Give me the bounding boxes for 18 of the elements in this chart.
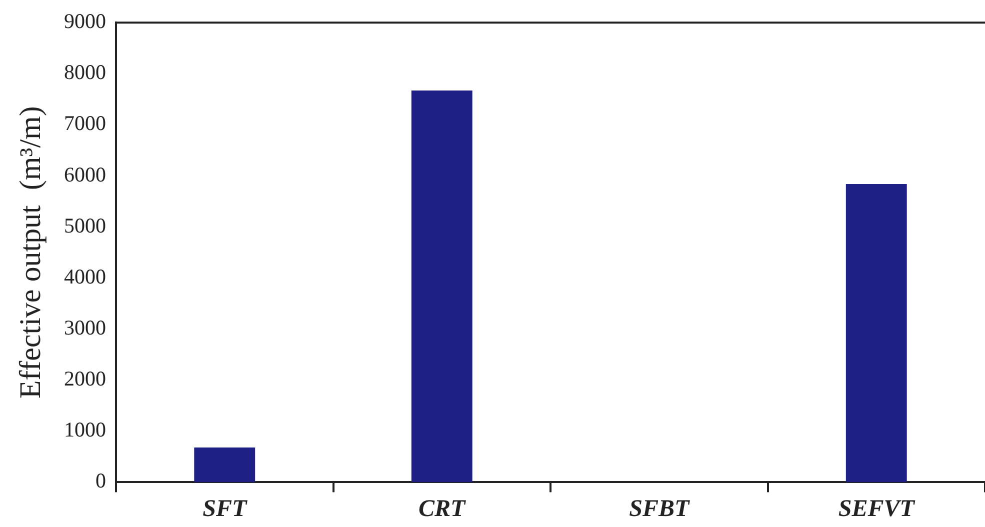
x-tick-label: SFBT [629, 496, 690, 522]
y-tick-label: 3000 [64, 316, 106, 340]
y-tick-label: 2000 [64, 366, 106, 391]
y-tick-label: 7000 [64, 111, 106, 136]
y-tick-label: 0 [96, 468, 106, 493]
y-tick-label: 5000 [64, 213, 106, 238]
bar [411, 90, 472, 482]
x-tick-label: SFT [202, 496, 248, 522]
y-axis-title: Effective output (m³/m) [14, 106, 47, 399]
y-tick-label: 9000 [64, 9, 106, 34]
y-tick-label: 8000 [64, 60, 106, 84]
y-tick-label: 1000 [64, 418, 106, 442]
y-tick-label: 4000 [64, 264, 106, 288]
x-tick-label: CRT [418, 496, 467, 522]
bar [194, 447, 256, 482]
x-tick-label: SEFVT [838, 496, 916, 522]
bar [846, 184, 907, 482]
y-tick-label: 6000 [64, 162, 106, 186]
